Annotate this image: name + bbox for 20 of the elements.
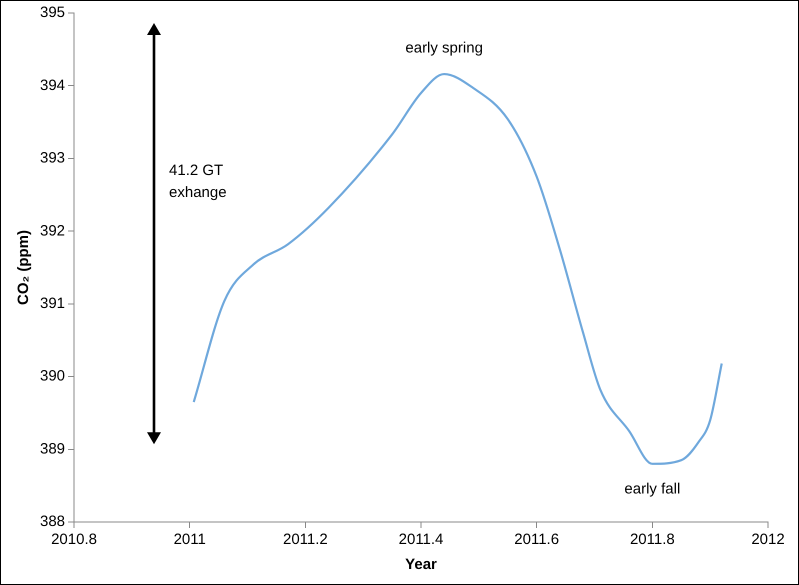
x-tick-label: 2011.8: [630, 531, 675, 548]
y-tick-label: 392: [40, 222, 66, 240]
annotation: 41.2 GT exhange: [169, 162, 227, 202]
x-tick-label: 2012: [751, 531, 785, 548]
x-tick-label: 2011: [174, 531, 206, 548]
annotation: early fall: [624, 480, 680, 498]
y-axis-title: CO₂ (ppm): [15, 230, 32, 305]
x-tick-label: 2010.8: [51, 531, 97, 548]
x-tick-label: 2011.4: [398, 531, 444, 548]
x-tick-label: 2011.6: [514, 531, 560, 548]
y-tick-label: 391: [40, 295, 66, 312]
x-tick-label: 2011.2: [282, 531, 328, 548]
y-tick-label: 389: [40, 440, 66, 458]
y-tick-label: 394: [40, 76, 66, 94]
x-axis-title: Year: [405, 556, 438, 574]
y-tick-label: 395: [40, 4, 66, 22]
y-tick-label: 393: [40, 150, 66, 167]
y-tick-label: 388: [40, 513, 66, 530]
annotation: early spring: [405, 40, 483, 57]
y-tick-label: 390: [40, 368, 66, 385]
